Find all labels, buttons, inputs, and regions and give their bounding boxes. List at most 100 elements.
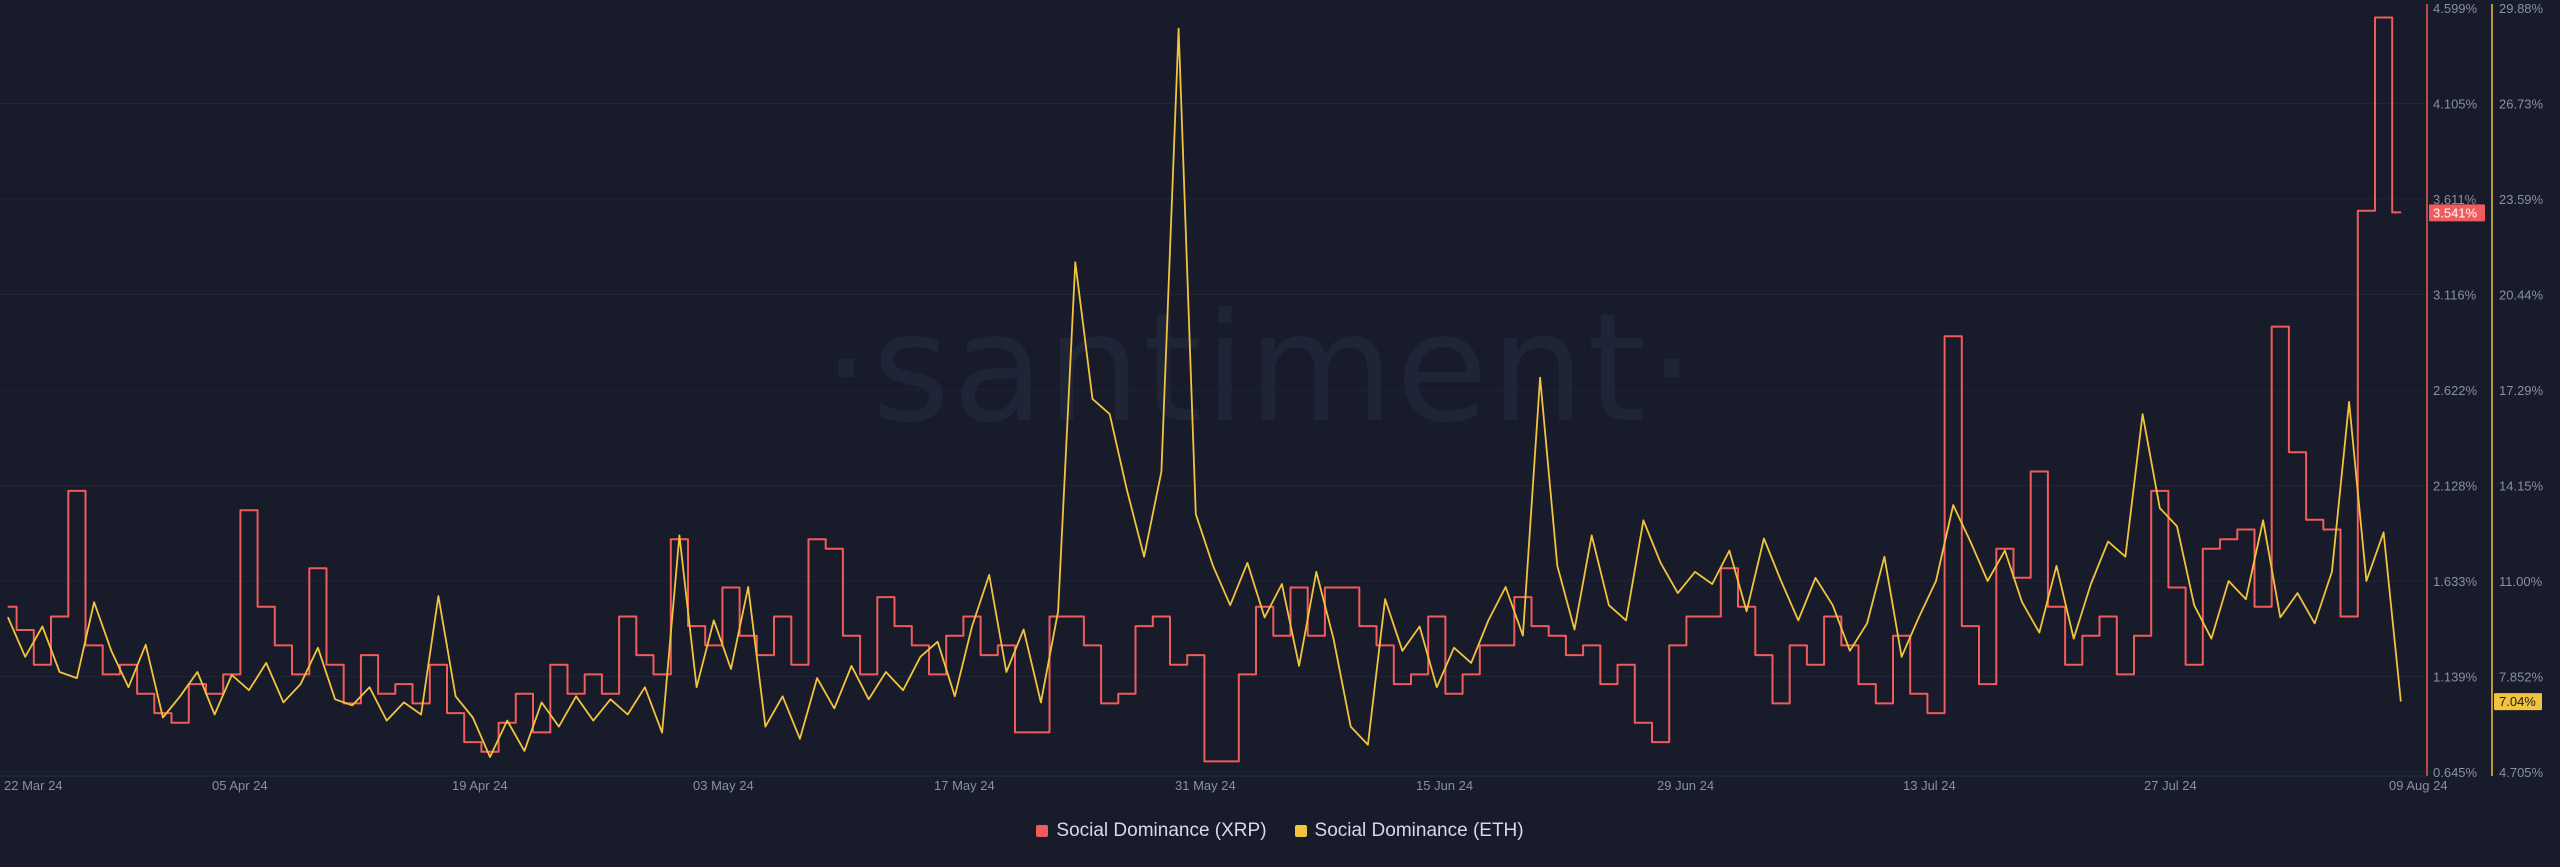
data-point-xrp	[145, 693, 147, 695]
data-point-eth	[1453, 647, 1455, 649]
data-point-xrp	[799, 664, 801, 666]
data-point-eth	[1246, 562, 1248, 564]
data-point-eth	[7, 616, 9, 619]
data-point-xrp	[644, 654, 646, 656]
data-point-eth	[1005, 671, 1008, 673]
data-point-eth	[713, 619, 715, 622]
data-point-eth	[1023, 628, 1025, 631]
data-point-eth	[76, 677, 78, 679]
data-point-xrp	[7, 606, 9, 608]
data-point-xrp	[1505, 644, 1507, 647]
data-point-xrp	[403, 683, 405, 685]
data-point-xrp	[1883, 702, 1885, 705]
data-point-eth	[2038, 632, 2040, 634]
data-point-eth	[2176, 525, 2178, 527]
data-point-xrp	[2383, 16, 2385, 19]
data-point-eth	[1746, 610, 1748, 612]
data-point-eth	[162, 716, 164, 719]
y-left-tick-label: 4.105%	[2433, 97, 2478, 112]
data-point-eth	[2210, 638, 2212, 640]
y-left-tick-label: 3.116%	[2433, 288, 2477, 303]
data-point-xrp	[317, 567, 319, 569]
y-left-tick-label: 4.599%	[2433, 1, 2478, 16]
data-point-xrp	[1246, 673, 1248, 676]
data-point-eth	[696, 686, 698, 688]
data-point-xrp	[248, 509, 250, 511]
y-left-tick-label: 2.622%	[2433, 383, 2478, 398]
y-right-tick-label: 4.705%	[2499, 765, 2544, 780]
data-point-eth	[2314, 622, 2316, 625]
data-point-eth	[2279, 616, 2281, 619]
data-point-eth	[41, 625, 44, 628]
data-point-xrp	[1281, 635, 1283, 637]
data-point-xrp	[59, 615, 61, 618]
data-point-xrp	[110, 673, 112, 676]
y-right-tick-label: 23.59%	[2499, 192, 2544, 207]
data-point-xrp	[1487, 644, 1489, 647]
data-point-xrp	[368, 654, 371, 656]
data-point-eth	[2021, 601, 2023, 603]
x-tick-label: 19 Apr 24	[452, 778, 508, 793]
data-point-eth	[2090, 583, 2092, 585]
x-axis-ticks: 22 Mar 24 05 Apr 24 19 Apr 24 03 May 24 17 M…	[4, 778, 2448, 793]
data-point-eth	[231, 674, 233, 676]
data-point-xrp	[971, 615, 973, 618]
data-point-eth	[661, 732, 663, 734]
data-point-eth	[1608, 604, 1610, 606]
legend-item-eth[interactable]: Social Dominance (ETH)	[1294, 820, 1524, 842]
data-point-xrp	[592, 673, 594, 676]
data-point-eth	[214, 713, 216, 716]
data-point-eth	[1797, 619, 1799, 622]
x-tick-label: 27 Jul 24	[2144, 778, 2197, 793]
data-point-xrp	[1642, 722, 1644, 724]
data-point-eth	[1711, 583, 1713, 585]
data-point-eth	[351, 704, 353, 707]
legend-item-xrp[interactable]: Social Dominance (XRP)	[1036, 820, 1267, 842]
data-point-xrp	[1849, 644, 1851, 647]
data-point-xrp	[1023, 731, 1025, 734]
data-point-xrp	[523, 693, 526, 695]
data-point-xrp	[1384, 644, 1386, 647]
data-point-eth	[1470, 662, 1472, 664]
data-point-eth	[437, 595, 439, 597]
data-point-xrp	[696, 625, 698, 627]
data-point-eth	[1298, 665, 1300, 667]
data-point-eth	[386, 720, 388, 722]
data-point-eth	[1883, 556, 1885, 558]
data-point-eth	[730, 668, 732, 670]
data-point-xrp	[1728, 567, 1730, 569]
data-point-eth	[1694, 571, 1696, 573]
data-point-xrp	[1677, 644, 1679, 647]
data-point-xrp	[902, 625, 904, 627]
data-point-eth	[1556, 565, 1558, 567]
data-point-eth	[2107, 540, 2109, 543]
data-point-eth	[1160, 471, 1162, 473]
data-point-eth	[2245, 598, 2247, 600]
data-point-eth	[764, 726, 767, 728]
data-point-eth	[127, 686, 130, 688]
data-point-xrp	[1178, 664, 1180, 666]
data-point-eth	[2331, 571, 2333, 573]
data-point-eth	[541, 701, 543, 704]
data-point-eth	[1849, 650, 1851, 652]
data-point-eth	[248, 689, 250, 691]
data-point-xrp	[2142, 635, 2144, 637]
data-point-xrp	[1126, 693, 1128, 695]
data-point-eth	[1109, 413, 1111, 415]
data-point-eth	[1505, 586, 1507, 588]
data-point-eth	[506, 720, 508, 722]
data-point-eth	[1350, 726, 1352, 728]
data-point-eth	[317, 647, 319, 649]
y-right-tick-label: 17.29%	[2499, 383, 2544, 398]
data-point-eth	[368, 686, 371, 688]
data-point-eth	[1573, 628, 1576, 631]
data-point-xrp	[2314, 519, 2316, 521]
data-point-xrp	[1212, 760, 1214, 763]
data-point-xrp	[1763, 654, 1765, 656]
data-point-xrp	[1040, 731, 1042, 734]
last-value-text-xrp: 3.541%	[2433, 205, 2478, 220]
data-point-xrp	[885, 596, 887, 598]
y-right-tick-label: 26.73%	[2499, 97, 2544, 112]
data-point-xrp	[24, 629, 26, 631]
data-point-xrp	[196, 683, 198, 685]
